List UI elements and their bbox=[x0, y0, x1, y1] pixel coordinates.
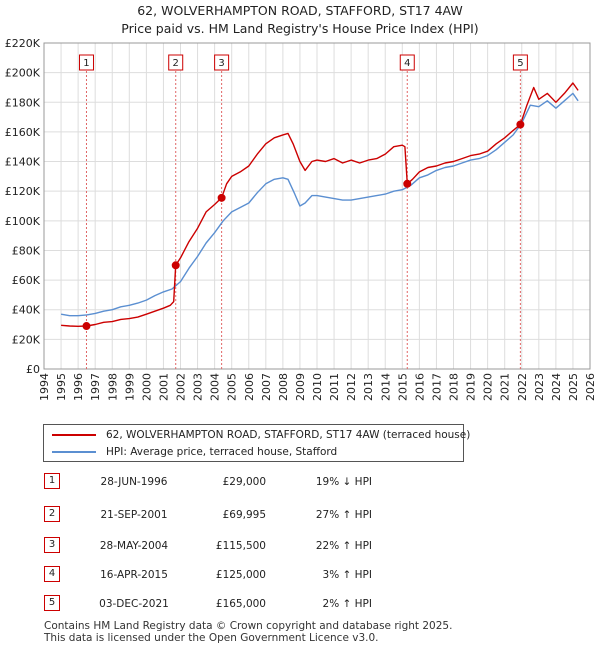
y-tick-label: £200K bbox=[5, 67, 41, 80]
x-tick-label: 2016 bbox=[413, 373, 426, 401]
x-tick-label: 2009 bbox=[294, 373, 307, 401]
legend-label-property: 62, WOLVERHAMPTON ROAD, STAFFORD, ST17 4… bbox=[106, 429, 471, 441]
y-tick-label: £0 bbox=[26, 363, 40, 376]
transaction-number-label: 4 bbox=[404, 58, 410, 69]
row-price: £69,995 bbox=[222, 509, 266, 521]
footer-copyright: Contains HM Land Registry data © Crown c… bbox=[44, 620, 453, 632]
x-tick-label: 2023 bbox=[533, 373, 546, 401]
row-number-badge: 3 bbox=[44, 537, 60, 553]
chart-title: 62, WOLVERHAMPTON ROAD, STAFFORD, ST17 4… bbox=[137, 3, 463, 18]
x-tick-label: 2008 bbox=[277, 373, 290, 401]
x-tick-label: 2014 bbox=[379, 373, 392, 401]
x-tick-label: 2013 bbox=[362, 373, 375, 401]
legend: 62, WOLVERHAMPTON ROAD, STAFFORD, ST17 4… bbox=[43, 424, 470, 462]
x-tick-label: 2019 bbox=[465, 373, 478, 401]
transaction-number-label: 1 bbox=[83, 58, 89, 69]
table-row: 3 28-MAY-2004 £115,500 22% ↑ HPI bbox=[0, 537, 600, 555]
transaction-number-box bbox=[214, 54, 230, 71]
x-tick-label: 2024 bbox=[550, 373, 563, 401]
transaction-point bbox=[82, 322, 91, 331]
row-price: £115,500 bbox=[215, 540, 266, 552]
x-tick-label: 2003 bbox=[192, 373, 205, 401]
x-tick-label: 2000 bbox=[140, 373, 153, 401]
y-tick-label: £160K bbox=[5, 126, 41, 139]
property-series-line bbox=[61, 82, 579, 327]
table-row: 5 03-DEC-2021 £165,000 2% ↑ HPI bbox=[0, 595, 600, 613]
x-tick-label: 2007 bbox=[260, 373, 273, 401]
y-tick-label: £20K bbox=[12, 333, 41, 346]
transaction-number-box bbox=[78, 54, 94, 71]
chart-subtitle: Price paid vs. HM Land Registry's House … bbox=[121, 21, 479, 36]
y-tick-label: £40K bbox=[12, 304, 41, 317]
x-tick-label: 2006 bbox=[243, 373, 256, 401]
legend-red-line bbox=[52, 434, 96, 436]
row-date: 28-MAY-2004 bbox=[99, 540, 169, 552]
row-price: £29,000 bbox=[222, 476, 266, 488]
plot-frame bbox=[43, 42, 591, 370]
transaction-point bbox=[403, 179, 412, 188]
row-hpi: 2% ↑ HPI bbox=[322, 598, 372, 610]
row-hpi: 19% ↓ HPI bbox=[315, 476, 372, 488]
transaction-number-box bbox=[512, 54, 528, 71]
price-chart: £0 £20K £40K £60K £80K £100K £120K £140K £160K £1… bbox=[5, 37, 597, 401]
x-tick-label: 2011 bbox=[328, 373, 341, 401]
x-tick-label: 2010 bbox=[311, 373, 324, 401]
y-tick-label: £80K bbox=[12, 244, 41, 257]
legend-label-hpi: HPI: Average price, terraced house, Staf… bbox=[106, 446, 338, 458]
row-date: 16-APR-2015 bbox=[100, 569, 168, 581]
row-hpi: 3% ↑ HPI bbox=[322, 569, 372, 581]
row-date: 28-JUN-1996 bbox=[100, 476, 168, 488]
x-tick-label: 2020 bbox=[482, 373, 495, 401]
x-tick-label: 1996 bbox=[72, 373, 85, 401]
x-tick-label: 2004 bbox=[209, 373, 222, 401]
x-tick-label: 2022 bbox=[516, 373, 529, 401]
x-tick-label: 2021 bbox=[499, 373, 512, 401]
row-price: £125,000 bbox=[215, 569, 266, 581]
row-number-badge: 5 bbox=[44, 595, 60, 611]
transaction-number-box bbox=[399, 54, 415, 71]
transaction-point bbox=[516, 120, 525, 129]
x-tick-label: 2026 bbox=[584, 373, 597, 401]
transaction-point bbox=[171, 261, 180, 270]
table-row: 4 16-APR-2015 £125,000 3% ↑ HPI bbox=[0, 566, 600, 584]
x-tick-label: 2005 bbox=[226, 373, 239, 401]
y-tick-label: £220K bbox=[5, 37, 41, 50]
table-row: 2 21-SEP-2001 £69,995 27% ↑ HPI bbox=[0, 506, 600, 524]
x-tick-label: 2015 bbox=[396, 373, 409, 401]
row-price: £165,000 bbox=[215, 598, 266, 610]
x-tick-label: 2001 bbox=[157, 373, 170, 401]
row-date: 21-SEP-2001 bbox=[100, 509, 168, 521]
transaction-number-label: 2 bbox=[173, 58, 179, 69]
legend-blue-line bbox=[52, 451, 96, 453]
x-tick-label: 2025 bbox=[567, 373, 580, 401]
hpi-series-line bbox=[60, 92, 579, 317]
row-date: 03-DEC-2021 bbox=[99, 598, 169, 610]
x-tick-label: 2002 bbox=[175, 373, 188, 401]
row-number-badge: 2 bbox=[44, 506, 60, 522]
footer-licence: This data is licensed under the Open Gov… bbox=[44, 632, 379, 644]
y-tick-label: £100K bbox=[5, 215, 41, 228]
y-tick-label: £180K bbox=[5, 96, 41, 109]
transaction-number-label: 3 bbox=[218, 58, 224, 69]
x-tick-label: 1995 bbox=[55, 373, 68, 401]
x-tick-label: 1998 bbox=[106, 373, 119, 401]
x-tick-label: 1999 bbox=[123, 373, 136, 401]
table-row: 1 28-JUN-1996 £29,000 19% ↓ HPI bbox=[0, 473, 600, 491]
transaction-number-box bbox=[168, 54, 184, 71]
y-tick-label: £120K bbox=[5, 185, 41, 198]
transaction-number-label: 5 bbox=[517, 58, 523, 69]
y-tick-label: £140K bbox=[5, 156, 41, 169]
x-tick-label: 2017 bbox=[430, 373, 443, 401]
x-tick-label: 2018 bbox=[448, 373, 461, 401]
x-tick-label: 1994 bbox=[38, 373, 51, 401]
row-number-badge: 1 bbox=[44, 473, 60, 489]
row-number-badge: 4 bbox=[44, 566, 60, 582]
row-hpi: 22% ↑ HPI bbox=[315, 540, 372, 552]
x-tick-label: 2012 bbox=[345, 373, 358, 401]
x-tick-label: 1997 bbox=[89, 373, 102, 401]
y-tick-label: £60K bbox=[12, 274, 41, 287]
transaction-point bbox=[217, 193, 226, 202]
row-hpi: 27% ↑ HPI bbox=[315, 509, 372, 521]
